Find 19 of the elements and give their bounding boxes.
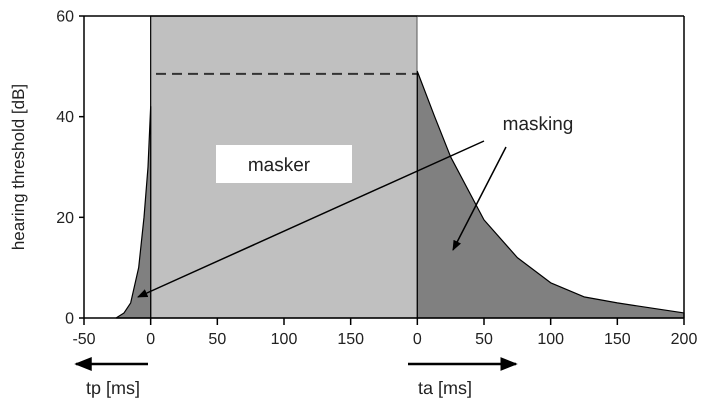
x-tick-label: 100 <box>537 331 564 348</box>
y-tick-label: 0 <box>65 310 74 328</box>
annotation: masking <box>502 114 574 135</box>
x-tick-label: 150 <box>337 331 364 348</box>
y-tick-label: 60 <box>56 8 74 26</box>
x-tick-label: -50 <box>72 331 96 348</box>
y-axis-title: hearing threshold [dB] <box>9 84 28 250</box>
x-tick-label: 50 <box>475 331 493 348</box>
text: ta [ms] <box>418 378 472 398</box>
text: tp [ms] <box>86 378 140 398</box>
y-tick-label: 20 <box>56 210 74 227</box>
x-tick-label: 150 <box>604 331 631 348</box>
x-tick-label: 100 <box>270 331 298 348</box>
band-label: masker <box>248 155 311 176</box>
x-tick-label: 50 <box>208 331 226 348</box>
x-tick-label: 200 <box>670 331 698 348</box>
x-tick-label: 0 <box>146 331 156 348</box>
y-tick-label: 40 <box>56 109 74 126</box>
x-tick-label: 0 <box>412 331 422 348</box>
